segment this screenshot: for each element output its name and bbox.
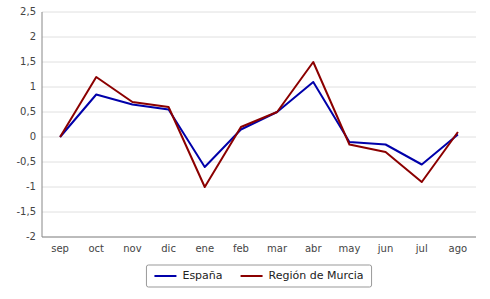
y-tick-label: 1,5 (20, 56, 36, 67)
legend-box (146, 265, 371, 287)
grid-line (42, 162, 476, 163)
x-tick-label: abr (305, 243, 322, 254)
grid-line (42, 187, 476, 188)
x-tick-label: dic (161, 243, 176, 254)
x-axis-line (42, 237, 476, 238)
grid-line (42, 37, 476, 38)
y-tick-label: 0 (30, 131, 36, 142)
x-tick-label: may (339, 243, 361, 254)
y-grid (42, 12, 476, 237)
x-tick-label: oct (88, 243, 104, 254)
legend-swatch (241, 275, 263, 277)
x-tick-label: jun (377, 243, 393, 254)
lines (60, 62, 458, 187)
x-tick-labels: sep oct nov dic ene feb mar abr may jun jul ago (51, 243, 467, 254)
x-tick-label: feb (233, 243, 249, 254)
y-tick-label: 0,5 (20, 106, 36, 117)
grid-line (42, 62, 476, 63)
series-line (60, 82, 458, 167)
series-line (60, 62, 458, 187)
grid-line (42, 12, 476, 13)
y-tick-label: 1 (30, 81, 36, 92)
y-axis-line (42, 12, 43, 237)
grid-line (42, 87, 476, 88)
x-tick-label: ago (449, 243, 468, 254)
grid-line (42, 112, 476, 113)
x-tick-label: mar (267, 243, 288, 254)
x-tick-label: sep (51, 243, 69, 254)
chart: -2 -1,5 -1 -0,5 0 0,5 1 1,5 2 2,5 sep oct nov dic ene f… (0, 0, 490, 299)
grid-line (42, 137, 476, 138)
legend-swatch (154, 275, 176, 277)
y-tick-label: 2 (30, 31, 36, 42)
grid-line (42, 237, 476, 238)
y-tick-labels: -2 -1,5 -1 -0,5 0 0,5 1 1,5 2 2,5 (16, 6, 36, 242)
y-tick-label: -2 (26, 231, 36, 242)
legend-label: Región de Murcia (269, 269, 364, 282)
grid-line (42, 212, 476, 213)
y-tick-label: -0,5 (16, 156, 36, 167)
legend-label: España (182, 269, 222, 282)
x-tick-label: ene (195, 243, 214, 254)
legend: España Región de Murcia (146, 265, 371, 287)
x-tick-label: nov (123, 243, 141, 254)
y-tick-label: 2,5 (20, 6, 36, 17)
y-tick-label: -1 (26, 181, 36, 192)
y-tick-label: -1,5 (16, 206, 36, 217)
x-tick-label: jul (415, 243, 428, 254)
